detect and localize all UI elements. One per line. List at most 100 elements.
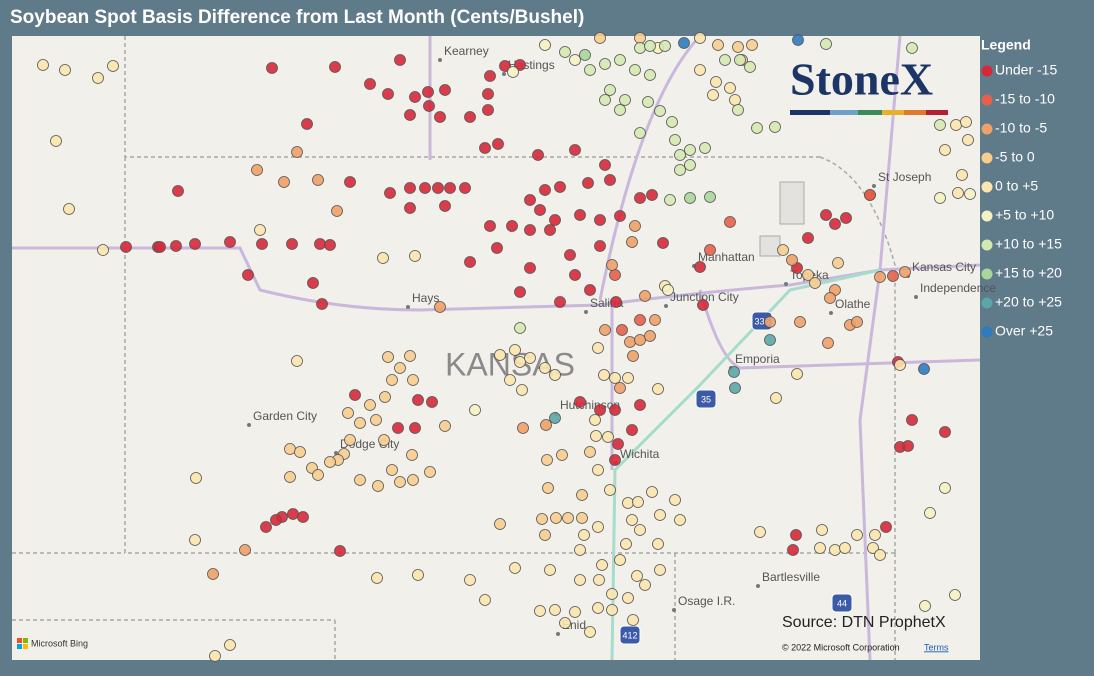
price-point[interactable] <box>514 286 526 298</box>
price-point[interactable] <box>732 41 744 53</box>
price-point[interactable] <box>707 89 719 101</box>
price-point[interactable] <box>539 184 551 196</box>
legend-label[interactable]: Over +25 <box>995 323 1053 339</box>
price-point[interactable] <box>674 514 686 526</box>
price-point[interactable] <box>832 257 844 269</box>
price-point[interactable] <box>574 209 586 221</box>
price-point[interactable] <box>382 88 394 100</box>
price-point[interactable] <box>256 238 268 250</box>
price-point[interactable] <box>524 352 536 364</box>
price-point[interactable] <box>646 486 658 498</box>
price-point[interactable] <box>254 224 266 236</box>
price-point[interactable] <box>479 594 491 606</box>
price-point[interactable] <box>284 471 296 483</box>
price-point[interactable] <box>622 497 634 509</box>
price-point[interactable] <box>634 42 646 54</box>
price-point[interactable] <box>464 574 476 586</box>
price-point[interactable] <box>516 384 528 396</box>
terms-link[interactable]: Terms <box>924 642 949 652</box>
price-point[interactable] <box>952 187 964 199</box>
price-point[interactable] <box>170 240 182 252</box>
price-point[interactable] <box>569 269 581 281</box>
price-point[interactable] <box>589 414 601 426</box>
price-point[interactable] <box>422 86 434 98</box>
price-point[interactable] <box>312 469 324 481</box>
price-point[interactable] <box>684 144 696 156</box>
price-point[interactable] <box>499 60 511 72</box>
price-point[interactable] <box>434 301 446 313</box>
price-point[interactable] <box>627 350 639 362</box>
price-point[interactable] <box>266 62 278 74</box>
price-point[interactable] <box>604 84 616 96</box>
price-point[interactable] <box>906 414 918 426</box>
price-point[interactable] <box>37 59 49 71</box>
price-point[interactable] <box>894 359 906 371</box>
price-point[interactable] <box>278 176 290 188</box>
price-point[interactable] <box>644 40 656 52</box>
price-point[interactable] <box>770 392 782 404</box>
price-point[interactable] <box>242 269 254 281</box>
price-point[interactable] <box>599 324 611 336</box>
price-point[interactable] <box>154 241 166 253</box>
price-point[interactable] <box>599 94 611 106</box>
price-point[interactable] <box>372 480 384 492</box>
price-point[interactable] <box>939 482 951 494</box>
price-point[interactable] <box>107 60 119 72</box>
price-point[interactable] <box>459 182 471 194</box>
price-point[interactable] <box>507 66 519 78</box>
price-point[interactable] <box>576 512 588 524</box>
price-point[interactable] <box>50 135 62 147</box>
price-point[interactable] <box>869 529 881 541</box>
price-point[interactable] <box>598 369 610 381</box>
price-point[interactable] <box>654 509 666 521</box>
price-point[interactable] <box>816 524 828 536</box>
price-point[interactable] <box>554 296 566 308</box>
price-point[interactable] <box>619 94 631 106</box>
price-point[interactable] <box>829 218 841 230</box>
price-point[interactable] <box>409 422 421 434</box>
price-point[interactable] <box>634 32 646 44</box>
price-point[interactable] <box>534 605 546 617</box>
price-point[interactable] <box>719 54 731 66</box>
price-point[interactable] <box>514 59 526 71</box>
price-point[interactable] <box>491 242 503 254</box>
legend-label[interactable]: -10 to -5 <box>995 120 1047 136</box>
legend-label[interactable]: +10 to +15 <box>995 236 1062 252</box>
price-point[interactable] <box>694 261 706 273</box>
price-point[interactable] <box>224 639 236 651</box>
price-point[interactable] <box>786 254 798 266</box>
price-point[interactable] <box>582 177 594 189</box>
price-point[interactable] <box>674 164 686 176</box>
price-point[interactable] <box>291 146 303 158</box>
price-point[interactable] <box>609 269 621 281</box>
price-point[interactable] <box>404 109 416 121</box>
price-point[interactable] <box>626 236 638 248</box>
price-point[interactable] <box>934 192 946 204</box>
price-point[interactable] <box>652 538 664 550</box>
price-point[interactable] <box>639 290 651 302</box>
price-point[interactable] <box>484 70 496 82</box>
price-point[interactable] <box>120 241 132 253</box>
price-point[interactable] <box>728 366 740 378</box>
price-point[interactable] <box>549 412 561 424</box>
price-point[interactable] <box>906 42 918 54</box>
price-point[interactable] <box>207 568 219 580</box>
price-point[interactable] <box>949 589 961 601</box>
price-point[interactable] <box>787 544 799 556</box>
price-point[interactable] <box>504 374 516 386</box>
price-point[interactable] <box>590 430 602 442</box>
price-point[interactable] <box>324 456 336 468</box>
price-point[interactable] <box>874 549 886 561</box>
price-point[interactable] <box>724 82 736 94</box>
price-point[interactable] <box>614 210 626 222</box>
price-point[interactable] <box>364 399 376 411</box>
price-point[interactable] <box>594 32 606 44</box>
legend-label[interactable]: -15 to -10 <box>995 91 1055 107</box>
price-point[interactable] <box>569 54 581 66</box>
price-point[interactable] <box>392 422 404 434</box>
price-point[interactable] <box>579 49 591 61</box>
price-point[interactable] <box>559 46 571 58</box>
price-point[interactable] <box>550 512 562 524</box>
price-point[interactable] <box>294 446 306 458</box>
price-point[interactable] <box>412 394 424 406</box>
